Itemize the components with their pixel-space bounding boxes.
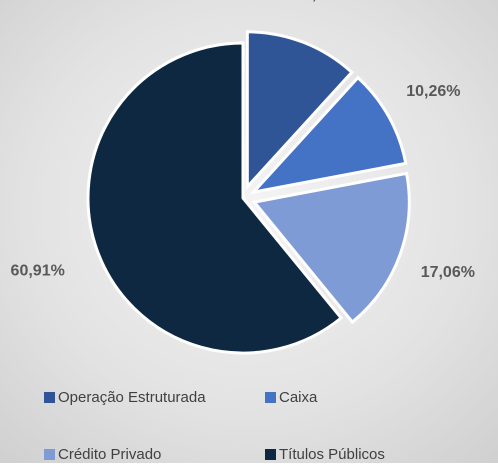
legend-label: Operação Estruturada — [58, 389, 206, 406]
legend-swatch — [44, 449, 55, 460]
legend-label: Crédito Privado — [58, 446, 161, 463]
data-label: 60,91% — [11, 262, 65, 279]
legend-swatch — [265, 392, 276, 403]
legend-swatch — [44, 392, 55, 403]
pie-slice — [251, 171, 411, 325]
pie-slice — [86, 41, 344, 355]
data-label: 11,77% — [295, 0, 348, 3]
data-label: 10,26% — [406, 83, 460, 100]
legend-label: Caixa — [279, 389, 318, 406]
pie-slice — [245, 30, 354, 191]
data-label: 17,06% — [421, 264, 475, 281]
legend-swatch — [265, 449, 276, 460]
pie-slice — [249, 75, 408, 195]
legend-label: Títulos Públicos — [279, 446, 385, 463]
